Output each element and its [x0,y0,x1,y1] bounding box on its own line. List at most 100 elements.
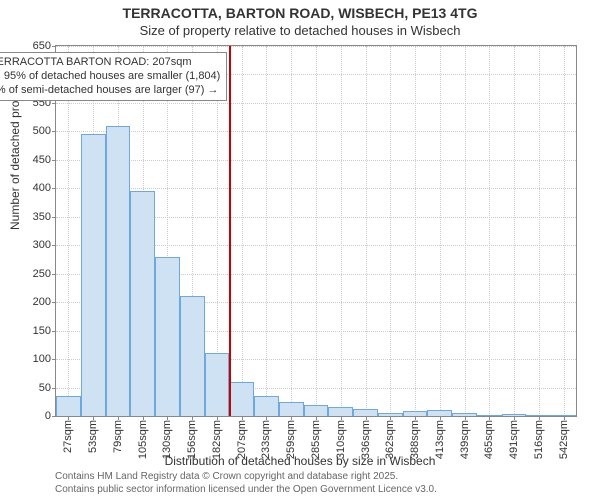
gridline-vertical [514,46,515,416]
gridline-vertical [440,46,441,416]
histogram-bar [229,382,254,416]
histogram-bar [279,402,304,416]
footer-line-1: Contains HM Land Registry data © Crown c… [55,471,437,484]
x-tick-label: 79sqm [112,416,124,453]
annotation-box: TERRACOTTA BARTON ROAD: 207sqm ← 95% of … [0,52,227,101]
x-tick-mark [489,416,490,420]
x-tick-mark [291,416,292,420]
gridline-vertical [489,46,490,416]
histogram-bar [205,353,230,416]
x-tick-label: 310sqm [335,416,347,459]
x-tick-mark [465,416,466,420]
chart-title: TERRACOTTA, BARTON ROAD, WISBECH, PE13 4… [0,5,600,21]
x-tick-label: 285sqm [310,416,322,459]
y-tick-mark [52,416,56,417]
histogram-bar [328,407,353,416]
x-tick-label: 465sqm [483,416,495,459]
y-tick-mark [52,245,56,246]
histogram-bar [130,191,155,416]
x-tick-label: 27sqm [62,416,74,453]
x-tick-label: 336sqm [360,416,372,459]
y-tick-mark [52,188,56,189]
gridline-vertical [341,46,342,416]
y-tick-mark [52,388,56,389]
x-tick-mark [390,416,391,420]
gridline-vertical [390,46,391,416]
histogram-bar [427,410,452,416]
gridline-vertical [291,46,292,416]
x-tick-mark [118,416,119,420]
x-tick-label: 542sqm [558,416,570,459]
x-tick-mark [564,416,565,420]
x-tick-label: 259sqm [285,416,297,459]
x-tick-mark [68,416,69,420]
x-tick-mark [266,416,267,420]
x-tick-label: 130sqm [161,416,173,459]
annotation-line-2: ← 95% of detached houses are smaller (1,… [0,70,220,84]
x-tick-mark [366,416,367,420]
x-tick-label: 516sqm [533,416,545,459]
x-tick-label: 53sqm [87,416,99,453]
histogram-bar [304,405,329,416]
histogram-bar [254,396,279,416]
histogram-bar [180,296,205,416]
y-tick-mark [52,274,56,275]
chart-subtitle: Size of property relative to detached ho… [0,23,600,38]
x-tick-mark [242,416,243,420]
x-tick-label: 105sqm [137,416,149,459]
attribution-footer: Contains HM Land Registry data © Crown c… [55,471,437,496]
x-tick-mark [167,416,168,420]
histogram-bar [477,415,502,416]
gridline-vertical [316,46,317,416]
x-tick-label: 182sqm [211,416,223,459]
x-tick-label: 439sqm [459,416,471,459]
gridline-vertical [266,46,267,416]
gridline-vertical [539,46,540,416]
footer-line-2: Contains public sector information licen… [55,484,437,497]
x-tick-mark [415,416,416,420]
gridline-vertical [415,46,416,416]
plot-area: 0501001502002503003504004505005506006502… [55,45,577,417]
y-tick-mark [52,331,56,332]
x-tick-label: 413sqm [434,416,446,459]
histogram-bar [81,134,106,416]
y-tick-mark [52,103,56,104]
annotation-line-3: 5% of semi-detached houses are larger (9… [0,84,220,98]
y-tick-mark [52,359,56,360]
x-tick-mark [341,416,342,420]
x-tick-mark [514,416,515,420]
gridline-vertical [465,46,466,416]
x-tick-mark [192,416,193,420]
gridline-vertical [366,46,367,416]
x-tick-mark [440,416,441,420]
histogram-bar [502,414,527,416]
y-tick-mark [52,131,56,132]
x-tick-mark [93,416,94,420]
x-tick-label: 207sqm [236,416,248,459]
histogram-bar [56,396,81,416]
x-tick-mark [539,416,540,420]
y-tick-mark [52,46,56,47]
y-tick-mark [52,302,56,303]
x-tick-label: 388sqm [409,416,421,459]
histogram-bar [378,413,403,416]
histogram-bar [106,126,131,416]
x-tick-label: 156sqm [186,416,198,459]
reference-line [229,46,231,416]
histogram-bar [353,409,378,416]
x-axis-label: Distribution of detached houses by size … [0,454,600,468]
y-tick-mark [52,160,56,161]
x-tick-label: 233sqm [260,416,272,459]
histogram-bar [551,415,576,416]
histogram-chart: TERRACOTTA, BARTON ROAD, WISBECH, PE13 4… [0,0,600,500]
y-tick-mark [52,217,56,218]
x-tick-mark [143,416,144,420]
x-tick-mark [316,416,317,420]
histogram-bar [155,257,180,416]
gridline-vertical [242,46,243,416]
x-tick-label: 362sqm [384,416,396,459]
histogram-bar [403,411,428,416]
histogram-bar [452,413,477,416]
gridline-vertical [68,46,69,416]
x-tick-mark [217,416,218,420]
